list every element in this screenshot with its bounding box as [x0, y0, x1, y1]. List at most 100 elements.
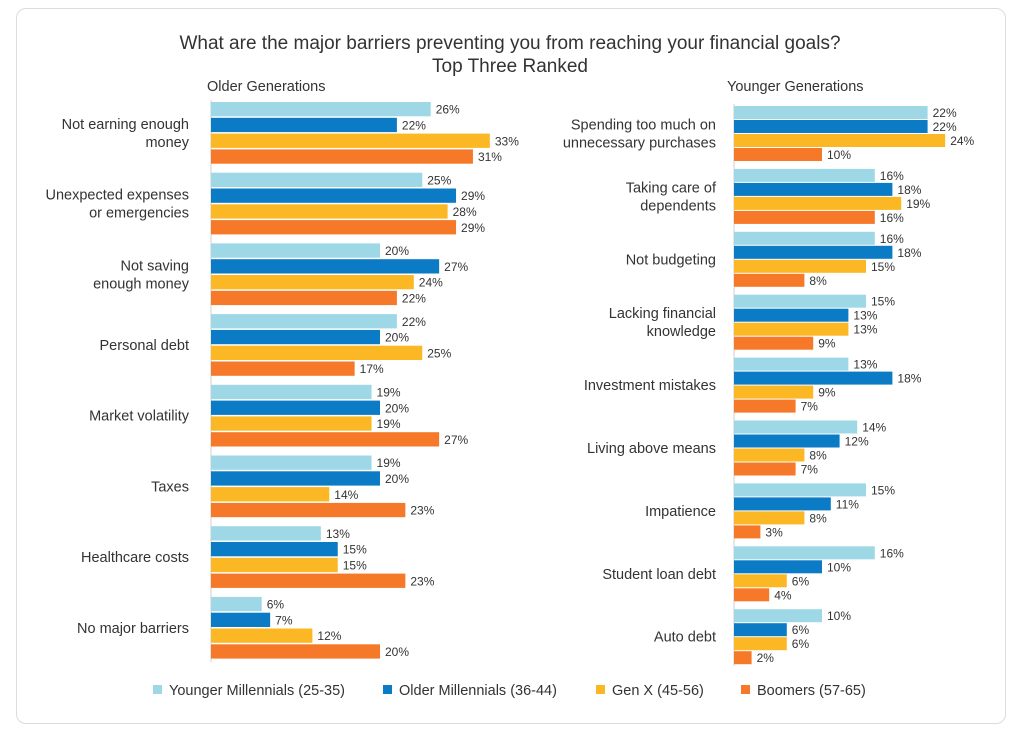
bar: [211, 329, 380, 345]
category-label: No major barriers: [77, 621, 189, 637]
data-label: 13%: [853, 358, 877, 372]
legend-label: Gen X (45-56): [612, 683, 704, 699]
data-label: 25%: [427, 346, 451, 360]
data-label: 19%: [906, 197, 930, 211]
bar: [734, 259, 866, 273]
category-label: Investment mistakes: [584, 378, 716, 394]
legend-item-younger-millennials: Younger Millennials (25-35): [153, 683, 345, 699]
bar: [211, 117, 397, 133]
category-label: Healthcare costs: [81, 550, 189, 566]
bar: [734, 637, 787, 651]
category-label: Auto debt: [654, 630, 716, 646]
bar: [211, 471, 380, 486]
legend-label: Boomers (57-65): [757, 683, 866, 699]
bar: [734, 273, 805, 287]
chart-subtitle: Top Three Ranked: [432, 56, 588, 77]
category-label: Taxes: [151, 479, 189, 495]
bar: [211, 400, 380, 415]
data-label: 15%: [871, 260, 895, 274]
data-label: 33%: [495, 134, 519, 148]
bar: [734, 385, 814, 399]
data-label: 22%: [402, 118, 426, 132]
category-label: Lacking financial: [609, 306, 716, 322]
data-label: 7%: [801, 463, 819, 477]
bar: [211, 612, 271, 627]
category-label: Not earning enough: [62, 117, 189, 133]
bar: [734, 497, 831, 511]
bar: [211, 133, 490, 148]
bar: [734, 651, 752, 665]
data-label: 8%: [809, 274, 827, 288]
bar: [211, 290, 397, 306]
panel-title: Younger Generations: [727, 79, 864, 95]
legend-item-boomers: Boomers (57-65): [741, 683, 866, 699]
bar: [734, 106, 928, 119]
bar: [211, 596, 262, 612]
bar: [211, 487, 330, 502]
data-label: 14%: [334, 488, 358, 502]
bar: [211, 573, 406, 588]
bar: [734, 399, 796, 413]
bar: [211, 557, 338, 573]
bar: [734, 371, 893, 385]
data-label: 19%: [377, 417, 401, 431]
category-label: Not saving: [120, 258, 189, 274]
data-label: 19%: [377, 385, 401, 399]
data-label: 9%: [818, 337, 836, 351]
bar: [734, 623, 787, 637]
category-label: Not budgeting: [626, 252, 716, 268]
category-label: money: [145, 135, 189, 151]
bar: [211, 502, 406, 518]
category-label: dependents: [640, 198, 716, 214]
category-label: Taking care of: [626, 180, 717, 196]
data-label: 4%: [774, 588, 792, 602]
data-label: 18%: [897, 183, 921, 197]
data-label: 15%: [343, 543, 367, 557]
bar: [734, 483, 866, 497]
bar: [734, 120, 928, 133]
chart-title: What are the major barriers preventing y…: [179, 33, 841, 54]
bar: [734, 546, 875, 560]
bar: [211, 172, 423, 187]
data-label: 29%: [461, 189, 485, 203]
bar: [734, 148, 822, 161]
bar: [211, 102, 431, 117]
data-label: 22%: [933, 120, 957, 134]
data-label: 2%: [757, 651, 775, 665]
data-label: 3%: [765, 525, 783, 539]
bar: [734, 308, 849, 322]
data-label: 31%: [478, 150, 502, 164]
bar: [211, 345, 423, 360]
data-label: 29%: [461, 221, 485, 235]
bar: [211, 644, 380, 659]
bar: [734, 420, 858, 434]
data-label: 22%: [402, 315, 426, 329]
data-label: 20%: [385, 244, 409, 258]
bar: [211, 149, 473, 164]
legend-swatch: [383, 685, 392, 694]
bar: [734, 511, 805, 525]
data-label: 23%: [410, 574, 434, 588]
data-label: 10%: [827, 560, 851, 574]
category-label: Unexpected expenses: [46, 188, 190, 204]
data-label: 11%: [836, 497, 859, 511]
bar: [211, 220, 457, 235]
bar: [734, 462, 796, 476]
bar: [211, 455, 372, 470]
data-label: 13%: [853, 323, 877, 337]
category-label: Student loan debt: [602, 567, 716, 583]
data-label: 8%: [809, 449, 827, 463]
data-label: 20%: [385, 645, 409, 659]
data-label: 27%: [444, 433, 468, 447]
data-label: 16%: [880, 211, 904, 225]
data-label: 14%: [862, 421, 886, 435]
data-label: 16%: [880, 169, 904, 183]
bar: [734, 588, 770, 602]
bar: [734, 168, 875, 182]
bar: [734, 434, 840, 448]
data-label: 17%: [360, 362, 384, 376]
data-label: 19%: [377, 456, 401, 470]
legend-swatch: [741, 685, 750, 694]
data-label: 20%: [385, 472, 409, 486]
